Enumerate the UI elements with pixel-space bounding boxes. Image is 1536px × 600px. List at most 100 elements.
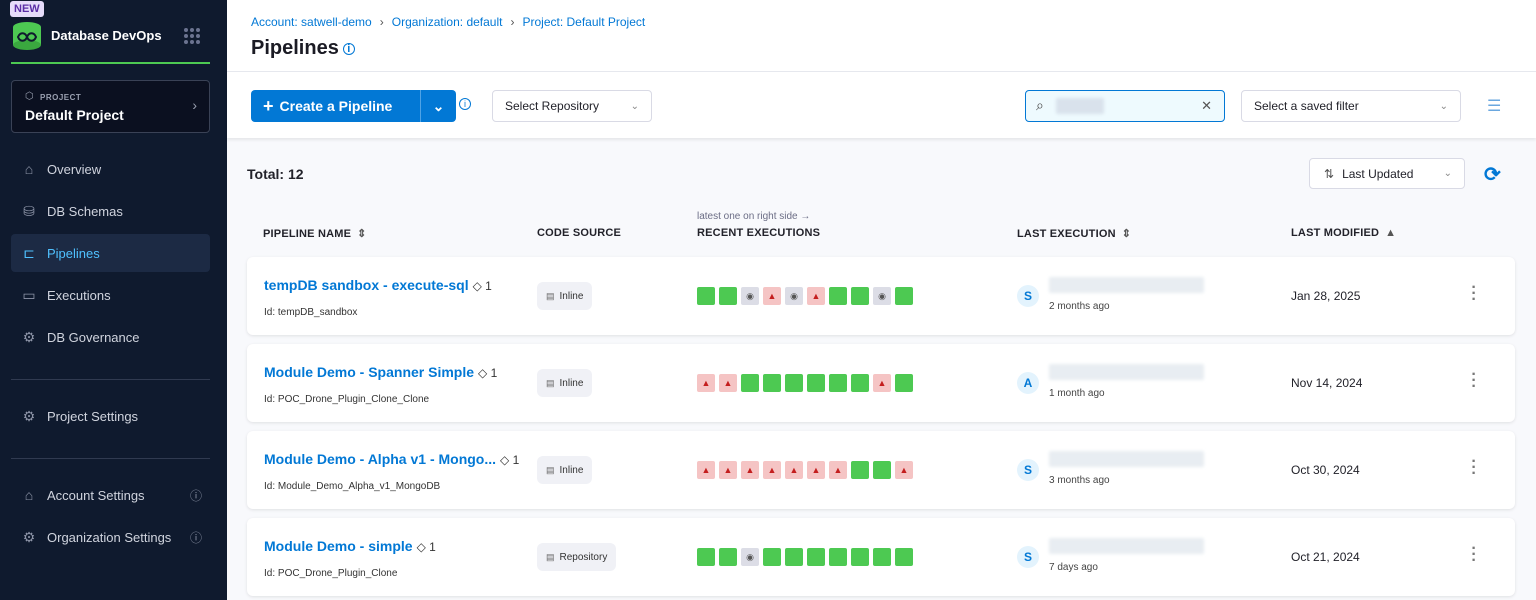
more-options-icon[interactable]: · · · [1471, 453, 1477, 482]
sidebar-item-executions[interactable]: ▭ Executions [11, 276, 210, 314]
execution-skipped[interactable]: ◉ [741, 548, 759, 566]
clear-icon[interactable]: ✕ [1201, 98, 1212, 113]
pipeline-name-link[interactable]: Module Demo - Spanner Simple ◇ 1 [264, 364, 498, 380]
column-pipeline-name[interactable]: PIPELINE NAME ⇕ [263, 228, 367, 240]
account-icon: ⌂ [24, 487, 34, 503]
chevron-down-icon[interactable]: ⌄ [420, 90, 456, 122]
executor-name-redacted [1049, 364, 1204, 380]
table-row[interactable]: Module Demo - Alpha v1 - Mongo... ◇ 1 Id:… [247, 431, 1515, 509]
info-icon[interactable]: i [342, 42, 355, 55]
info-icon[interactable]: i [459, 98, 471, 110]
select-repository-dropdown[interactable]: Select Repository ⌄ [492, 90, 652, 122]
execution-failed[interactable]: ▲ [873, 374, 891, 392]
column-last-execution[interactable]: LAST EXECUTION ⇕ [1017, 228, 1132, 240]
sidebar-item-db-schemas[interactable]: ⛁ DB Schemas [11, 192, 210, 230]
execution-failed[interactable]: ▲ [763, 287, 781, 305]
pipeline-name-link[interactable]: tempDB sandbox - execute-sql ◇ 1 [264, 277, 492, 293]
execution-success[interactable] [785, 374, 803, 392]
sort-dropdown[interactable]: ⇅ Last Updated ⌄ [1309, 158, 1465, 189]
last-modified-date: Oct 30, 2024 [1291, 463, 1360, 477]
execution-failed[interactable]: ▲ [719, 374, 737, 392]
execution-success[interactable] [697, 548, 715, 566]
pipeline-name-link[interactable]: Module Demo - simple ◇ 1 [264, 538, 436, 554]
execution-success[interactable] [895, 548, 913, 566]
recent-executions: ▲ ▲ ▲ [697, 374, 913, 392]
column-last-modified[interactable]: LAST MODIFIED ▲ [1291, 227, 1397, 239]
execution-failed[interactable]: ▲ [829, 461, 847, 479]
execution-failed[interactable]: ▲ [697, 374, 715, 392]
execution-success[interactable] [763, 548, 781, 566]
recent-executions: ◉ [697, 548, 913, 566]
filter-icon[interactable]: ☰ [1487, 98, 1502, 115]
pipeline-icon: ⊏ [23, 244, 35, 261]
execution-failed[interactable]: ▲ [785, 461, 803, 479]
execution-skipped[interactable]: ◉ [741, 287, 759, 305]
breadcrumb-account[interactable]: Account: satwell-demo [251, 15, 372, 29]
avatar: S [1017, 285, 1039, 307]
sidebar-item-overview[interactable]: ⌂ Overview [11, 150, 210, 188]
search-input[interactable]: ⌕ ✕ [1025, 90, 1225, 122]
execution-success[interactable] [763, 374, 781, 392]
sidebar-item-db-governance[interactable]: ⚙ DB Governance [11, 318, 210, 356]
inline-icon: ▤ [546, 464, 555, 475]
sidebar-item-account-settings[interactable]: ⌂ Account Settings ⓘ [11, 476, 210, 514]
breadcrumb-project[interactable]: Project: Default Project [522, 15, 646, 29]
sidebar-item-label: DB Governance [47, 329, 140, 345]
more-options-icon[interactable]: · · · [1471, 279, 1477, 308]
sidebar-item-project-settings[interactable]: ⚙ Project Settings [11, 397, 210, 435]
execution-failed[interactable]: ▲ [741, 461, 759, 479]
execution-success[interactable] [851, 461, 869, 479]
execution-success[interactable] [829, 548, 847, 566]
execution-failed[interactable]: ▲ [895, 461, 913, 479]
execution-success[interactable] [719, 287, 737, 305]
more-options-icon[interactable]: · · · [1471, 540, 1477, 569]
chevron-down-icon: ⌄ [630, 100, 639, 112]
execution-success[interactable] [807, 374, 825, 392]
execution-success[interactable] [697, 287, 715, 305]
execution-failed[interactable]: ▲ [719, 461, 737, 479]
sort-icon: ⇕ [1121, 228, 1132, 240]
breadcrumb: Account: satwell-demo › Organization: defa… [251, 15, 646, 29]
execution-success[interactable] [895, 287, 913, 305]
cube-icon: ⬡ [25, 91, 34, 102]
new-badge: NEW [10, 1, 44, 17]
execution-success[interactable] [829, 374, 847, 392]
execution-success[interactable] [873, 548, 891, 566]
execution-failed[interactable]: ▲ [807, 287, 825, 305]
table-row[interactable]: tempDB sandbox - execute-sql ◇ 1 Id: temp… [247, 257, 1515, 335]
execution-success[interactable] [807, 548, 825, 566]
execution-failed[interactable]: ▲ [807, 461, 825, 479]
info-icon[interactable]: ⓘ [189, 530, 202, 545]
execution-success[interactable] [785, 548, 803, 566]
execution-success[interactable] [895, 374, 913, 392]
table-row[interactable]: Module Demo - Spanner Simple ◇ 1 Id: POC_… [247, 344, 1515, 422]
saved-filter-dropdown[interactable]: Select a saved filter ⌄ [1241, 90, 1461, 122]
execution-failed[interactable]: ▲ [697, 461, 715, 479]
more-options-icon[interactable]: · · · [1471, 366, 1477, 395]
execution-success[interactable] [851, 287, 869, 305]
execution-success[interactable] [719, 548, 737, 566]
sidebar-item-organization-settings[interactable]: ⚙ Organization Settings ⓘ [11, 518, 210, 556]
execution-success[interactable] [741, 374, 759, 392]
project-selector[interactable]: ⬡ PROJECT Default Project › [11, 80, 210, 133]
execution-success[interactable] [829, 287, 847, 305]
sidebar-item-pipelines[interactable]: ⊏ Pipelines [11, 234, 210, 272]
create-pipeline-button[interactable]: + Create a Pipeline ⌄ [251, 90, 456, 122]
execution-skipped[interactable]: ◉ [785, 287, 803, 305]
execution-success[interactable] [851, 548, 869, 566]
execution-success[interactable] [851, 374, 869, 392]
execution-success[interactable] [873, 461, 891, 479]
breadcrumb-organization[interactable]: Organization: default [391, 15, 503, 29]
refresh-icon[interactable]: ⟳ [1484, 164, 1501, 186]
avatar: S [1017, 459, 1039, 481]
table-row[interactable]: Module Demo - simple ◇ 1 Id: POC_Drone_Pl… [247, 518, 1515, 596]
info-icon[interactable]: ⓘ [189, 488, 202, 503]
database-icon: ⛁ [23, 202, 35, 219]
governance-icon: ⚙ [22, 328, 36, 345]
execution-failed[interactable]: ▲ [763, 461, 781, 479]
chevron-right-icon: › [192, 97, 197, 113]
execution-skipped[interactable]: ◉ [873, 287, 891, 305]
chevron-down-icon: ⌄ [1443, 168, 1452, 179]
apps-grid-icon[interactable] [184, 28, 200, 44]
pipeline-name-link[interactable]: Module Demo - Alpha v1 - Mongo... ◇ 1 [264, 451, 520, 467]
